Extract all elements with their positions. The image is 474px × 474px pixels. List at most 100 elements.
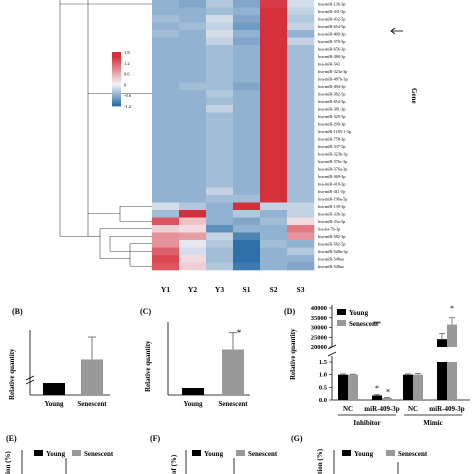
heatmap-cell xyxy=(287,97,315,106)
heatmap-row-label: hsa-miR-487b-3p xyxy=(318,77,348,82)
panel-d-legend: Young Senescent xyxy=(337,309,379,328)
y-tick-label: 0.5 xyxy=(319,384,328,391)
heatmap-cell xyxy=(206,127,234,136)
colorbar-step xyxy=(112,89,121,92)
panel-b-ylabel: Relative quantity xyxy=(8,348,16,400)
colorbar-step xyxy=(112,100,121,103)
heatmap-cell xyxy=(233,37,261,46)
heatmap-cell xyxy=(179,157,207,166)
heatmap-cell xyxy=(152,97,180,106)
heatmap-cell xyxy=(287,262,315,271)
heatmap-cell xyxy=(260,195,288,203)
heatmap-cell xyxy=(206,210,234,218)
panel-e-tag: (E) xyxy=(6,434,17,443)
xtick-nc-2: NC xyxy=(408,405,418,413)
heatmap-cell xyxy=(152,165,180,173)
heatmap-cell xyxy=(179,0,207,8)
colorbar-step xyxy=(112,73,121,76)
heatmap-cell xyxy=(179,90,207,98)
heatmap-row-label: hsa-miR-548aa xyxy=(318,264,344,269)
heatmap-cell xyxy=(179,210,207,218)
heatmap-cell xyxy=(179,150,207,158)
heatmap-cell xyxy=(152,22,180,31)
heatmap-row-label: hsa-miR-494-3p xyxy=(318,84,345,89)
y-tick-label: 30000 xyxy=(311,325,327,332)
heatmap-cell xyxy=(287,255,315,263)
legend-senescent: Senescent xyxy=(398,450,428,458)
panel-c-xtick-senescent: Senescent xyxy=(218,400,248,408)
heatmap-cell xyxy=(152,112,180,121)
heatmap-cell xyxy=(233,180,261,188)
group-mimic: Mimic xyxy=(423,419,442,427)
panel-g: (G) tion (%) Young Senescent xyxy=(291,434,428,474)
heatmap-column-label: S3 xyxy=(297,285,305,294)
heatmap-cell xyxy=(287,247,315,256)
significance-star: * xyxy=(375,384,379,393)
heatmap-cell xyxy=(287,180,315,188)
colorbar-step xyxy=(112,75,121,78)
colorbar-step xyxy=(112,95,121,98)
heatmap-cell xyxy=(287,52,315,61)
heatmap-cell xyxy=(152,90,180,98)
heatmap-row-label: hsa-miR-196a-5p xyxy=(318,197,347,202)
heatmap-cell xyxy=(260,157,288,166)
heatmap-cell xyxy=(179,187,207,196)
heatmap-cell xyxy=(233,22,261,31)
heatmap-cell xyxy=(233,7,261,16)
heatmap-cell xyxy=(287,157,315,166)
heatmap-cell xyxy=(206,240,234,248)
heatmap-cell xyxy=(287,7,315,16)
heatmap-row-label: hsa-miR-548n-3p xyxy=(318,249,348,254)
heatmap-cell xyxy=(287,30,315,38)
heatmap-row-label: hsa-miR-582-5p xyxy=(318,242,345,247)
heatmap-cell xyxy=(260,217,288,226)
y-tick-label: 0.0 xyxy=(319,397,327,404)
heatmap-cell xyxy=(287,210,315,218)
heatmap-row-label: hsa-miR-431-5p xyxy=(318,9,345,14)
panel-b-xtick-young: Young xyxy=(44,400,64,408)
heatmap-cell xyxy=(179,7,207,16)
heatmap-grid xyxy=(152,0,315,271)
heatmap-column-labels: Y1 Y2 Y3 S1 S2 S3 xyxy=(161,285,305,294)
heatmap-cell xyxy=(179,240,207,248)
colorbar-step xyxy=(112,86,121,89)
heatmap-row-label: hsa-miR-543 xyxy=(318,62,340,67)
heatmap-cell xyxy=(179,112,207,121)
heatmap-row-label: hsa-miR-432-5p xyxy=(318,17,345,22)
heatmap-cell xyxy=(233,165,261,173)
y-tick-label: 25000 xyxy=(311,334,327,341)
heatmap-row-label: hsa-miR-337-3p xyxy=(318,144,345,149)
significance-star: * xyxy=(450,304,454,313)
heatmap-cell xyxy=(260,67,288,76)
heatmap-cell xyxy=(206,232,234,241)
xtick-nc-1: NC xyxy=(343,405,353,413)
heatmap-row-label: hsa-miR-370-3p xyxy=(318,39,345,44)
heatmap-column-label: S1 xyxy=(243,285,251,294)
significance-star: ** xyxy=(373,320,381,329)
heatmap-cell xyxy=(152,172,180,181)
heatmap-row-label: hsa-miR-654-3p xyxy=(318,99,345,104)
heatmap-cell xyxy=(233,90,261,98)
colorbar-step xyxy=(112,57,121,60)
heatmap-cell xyxy=(179,37,207,46)
heatmap-cell xyxy=(260,82,288,91)
heatmap-cell xyxy=(152,217,180,226)
heatmap-cell xyxy=(233,15,261,23)
panel-c-ylabel: Relative quantity xyxy=(144,340,152,392)
heatmap-cell xyxy=(233,232,261,241)
bar-young xyxy=(338,374,348,400)
heatmap-cell xyxy=(206,172,234,181)
heatmap-cell xyxy=(179,105,207,113)
colorbar-tick: 1.2 xyxy=(124,61,130,66)
heatmap-cell xyxy=(260,247,288,256)
colorbar-step xyxy=(112,97,121,100)
heatmap-cell xyxy=(260,22,288,31)
bar-young xyxy=(372,395,382,400)
panel-e: (E) ion (%) Young Senescent xyxy=(4,434,114,474)
heatmap-cell xyxy=(287,120,315,128)
heatmap-cell xyxy=(260,105,288,113)
heatmap-column-label: S2 xyxy=(270,285,278,294)
heatmap-cell xyxy=(152,142,180,151)
colorbar-step xyxy=(112,64,121,67)
heatmap-cell xyxy=(287,240,315,248)
